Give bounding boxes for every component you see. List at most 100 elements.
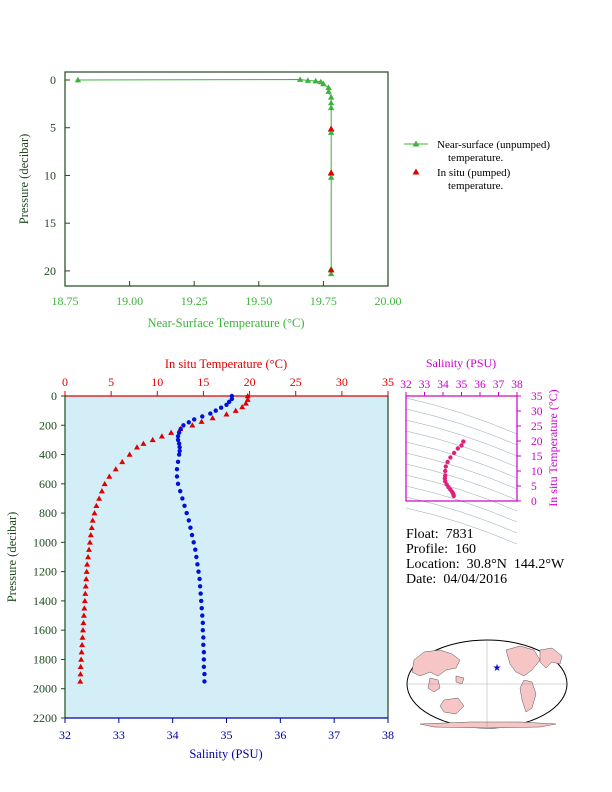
- salinity-tick-label: 33: [113, 728, 125, 742]
- salinity-point: [176, 430, 182, 435]
- salinity-point: [192, 417, 197, 422]
- ts-x-axis-label: Salinity (PSU): [426, 356, 496, 370]
- profile-plot-background: [65, 396, 388, 718]
- salinity-point: [182, 503, 187, 508]
- salinity-point: [197, 576, 202, 582]
- ts-y-tick-label: 10: [531, 466, 543, 478]
- salinity-point: [197, 584, 203, 589]
- ts-x-tick-label: 32: [400, 379, 412, 391]
- salinity-point: [177, 445, 182, 450]
- pressure-tick-label: 1000: [33, 535, 57, 549]
- legend-label-in-situ: In situ (pumped): [437, 167, 511, 179]
- salinity-axis-label: Salinity (PSU): [189, 747, 262, 761]
- temperature-point: [198, 418, 205, 424]
- location-map: ★: [406, 639, 568, 729]
- salinity-point: [213, 408, 218, 413]
- temperature-point: [106, 473, 113, 479]
- salinity-point: [178, 426, 183, 432]
- salinity-point: [202, 679, 207, 684]
- pressure-tick-label: 800: [39, 506, 57, 520]
- temperature-point: [80, 619, 87, 626]
- ts-y-tick-label: 5: [531, 481, 537, 493]
- density-contour: [405, 452, 518, 490]
- australia-landmass: [439, 697, 465, 715]
- pressure-tick-label: 1400: [33, 594, 57, 608]
- salinity-point: [175, 437, 181, 443]
- salinity-tick-label: 32: [59, 728, 71, 742]
- ts-y-axis-label: In situ Temperature (°C): [546, 389, 560, 506]
- top-x-tick-label: 19.25: [181, 294, 208, 308]
- temperature-point: [98, 488, 105, 494]
- temperature-point: [239, 403, 246, 410]
- salinity-tick-label: 37: [328, 728, 340, 742]
- salinity-point: [194, 554, 199, 560]
- salinity-point: [195, 562, 200, 567]
- temperature-point: [78, 649, 85, 655]
- temperature-point: [83, 575, 90, 582]
- in-situ-point: [327, 125, 335, 132]
- temperature-point: [81, 605, 88, 611]
- ts-y-tick-label: 0: [531, 496, 537, 508]
- salinity-point: [201, 664, 207, 669]
- temperature-point: [91, 510, 98, 516]
- top-y-axis-label: Pressure (decibar): [17, 134, 31, 225]
- temperature-point: [223, 411, 230, 417]
- salinity-point: [200, 414, 205, 419]
- top-x-tick-label: 18.75: [52, 294, 79, 308]
- top-x-axis-label: Near-Surface Temperature (°C): [147, 316, 304, 330]
- legend-marker-in-situ: [412, 168, 420, 175]
- salinity-point: [202, 671, 207, 677]
- ts-x-tick-label: 37: [493, 379, 505, 391]
- ts-x-tick-label: 36: [474, 379, 486, 391]
- temperature-tick-label: 25: [290, 375, 302, 389]
- temperature-point: [244, 396, 251, 402]
- profile-number: Profile: 160: [406, 542, 476, 557]
- top-y-tick-label: 15: [44, 216, 56, 230]
- temperature-point: [79, 634, 86, 640]
- top-y-axis: 0 5 10 15 20: [44, 73, 70, 278]
- top-x-tick-label: 19.00: [116, 294, 143, 308]
- near-surface-temperature-plot: 18.75 19.00 19.25 19.50 19.75 20.00 05101520 …: [17, 71, 550, 330]
- temperature-point: [242, 400, 249, 406]
- float-location-marker: ★: [493, 663, 502, 674]
- ts-y-tick-label: 15: [531, 451, 543, 463]
- temperature-point: [158, 433, 165, 439]
- salinity-tick-label: 34: [167, 728, 179, 742]
- density-contour: [405, 397, 518, 435]
- temperature-point: [77, 678, 84, 684]
- temperature-point: [209, 414, 216, 421]
- ts-x-tick-label: 38: [511, 379, 523, 391]
- density-contour: [405, 441, 518, 479]
- pressure-tick-label: 1200: [33, 565, 57, 579]
- float-location: Location: 30.8°N 144.2°W: [406, 557, 565, 572]
- salinity-point: [174, 474, 180, 479]
- salinity-point: [224, 402, 229, 407]
- salinity-point: [186, 518, 192, 523]
- temperature-tick-label: 20: [244, 375, 256, 389]
- salinity-point: [176, 452, 182, 457]
- pressure-axis-label: Pressure (decibar): [5, 512, 19, 603]
- salinity-point: [177, 448, 182, 454]
- density-contour: [405, 408, 518, 446]
- float-info: Float: 7831 Profile: 160 Location: 30.8°…: [406, 527, 564, 587]
- south-asia-landmass: [427, 677, 441, 693]
- salinity-point: [189, 532, 195, 538]
- salinity-point: [201, 642, 206, 648]
- ts-y-axis: 0 5 10 15 20 25 30 35: [517, 391, 543, 508]
- salinity-point: [226, 399, 232, 405]
- profile-series: [77, 393, 251, 684]
- salinity-point: [201, 657, 207, 662]
- africa-europe-landmass: [539, 647, 563, 669]
- top-x-axis: 18.75 19.00 19.25 19.50 19.75 20.00: [52, 281, 402, 308]
- float-id: Float: 7831: [406, 527, 474, 542]
- salinity-point: [229, 396, 235, 402]
- pressure-tick-label: 2000: [33, 682, 57, 696]
- temperature-point: [84, 561, 91, 567]
- near-surface-point: [327, 99, 335, 106]
- ts-x-tick-label: 35: [456, 379, 468, 391]
- ts-y-tick-label: 25: [531, 421, 543, 433]
- temperature-point: [82, 583, 89, 589]
- temperature-point: [79, 641, 86, 648]
- salinity-point: [200, 627, 206, 633]
